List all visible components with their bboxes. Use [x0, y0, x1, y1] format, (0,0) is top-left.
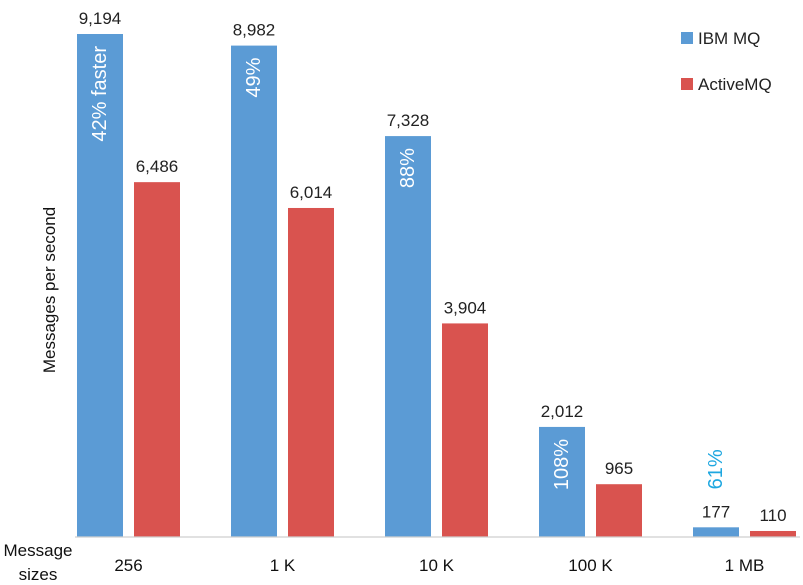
- annotation-1-mb: 61%: [705, 449, 727, 489]
- x-tick-label-256: 256: [114, 556, 142, 575]
- x-tick-label-100-k: 100 K: [568, 556, 613, 575]
- legend: IBM MQ ActiveMQ: [681, 29, 772, 94]
- value-labels-group: 9,194 6,486 8,982 6,014 7,328 3,904 2,012 965 17…: [79, 9, 787, 525]
- y-axis-title: Messages per second: [40, 207, 59, 373]
- x-axis-title-line2: sizes: [19, 565, 58, 584]
- x-axis-title-line1: Message: [4, 541, 73, 560]
- legend-swatch-ibm-mq: [681, 32, 693, 44]
- annotation-1-k: 49%: [243, 57, 265, 97]
- bar-activemq-256: [134, 182, 180, 538]
- value-label-ibm-mq-1-k: 8,982: [233, 21, 276, 40]
- value-label-ibm-mq-10-k: 7,328: [387, 111, 430, 130]
- annotation-100-k: 108%: [551, 439, 573, 490]
- value-label-activemq-10-k: 3,904: [444, 298, 487, 317]
- bar-ibm-mq-1-mb: [693, 527, 739, 537]
- legend-swatch-activemq: [681, 78, 693, 90]
- bar-ibm-mq-100-k: [539, 426, 585, 537]
- value-label-ibm-mq-256: 9,194: [79, 9, 122, 28]
- bar-activemq-100-k: [596, 484, 642, 537]
- annotation-10-k: 88%: [397, 148, 419, 188]
- bar-activemq-1-mb: [750, 530, 796, 537]
- legend-label-activemq: ActiveMQ: [698, 75, 772, 94]
- value-label-activemq-1-k: 6,014: [290, 183, 333, 202]
- value-label-activemq-256: 6,486: [136, 157, 179, 176]
- bar-activemq-1-k: [288, 207, 334, 537]
- value-label-activemq-100-k: 965: [605, 459, 633, 478]
- value-label-activemq-1-mb: 110: [759, 506, 786, 525]
- x-tick-labels-group: 256 1 K 10 K 100 K 1 MB: [114, 556, 764, 575]
- bar-activemq-10-k: [442, 323, 488, 537]
- value-label-ibm-mq-1-mb: 177: [702, 502, 730, 521]
- value-label-ibm-mq-100-k: 2,012: [541, 402, 584, 421]
- bars-group: [77, 34, 796, 538]
- annotations-group: 42% faster 49% 88% 108% 61%: [89, 46, 727, 490]
- x-tick-label-1-mb: 1 MB: [725, 556, 765, 575]
- bar-ibm-mq-256: [77, 34, 123, 537]
- annotation-256: 42% faster: [89, 46, 111, 142]
- bar-ibm-mq-1-k: [231, 45, 277, 537]
- x-tick-label-1-k: 1 K: [270, 556, 296, 575]
- x-tick-label-10-k: 10 K: [419, 556, 455, 575]
- bar-ibm-mq-10-k: [385, 136, 431, 537]
- legend-label-ibm-mq: IBM MQ: [698, 29, 760, 48]
